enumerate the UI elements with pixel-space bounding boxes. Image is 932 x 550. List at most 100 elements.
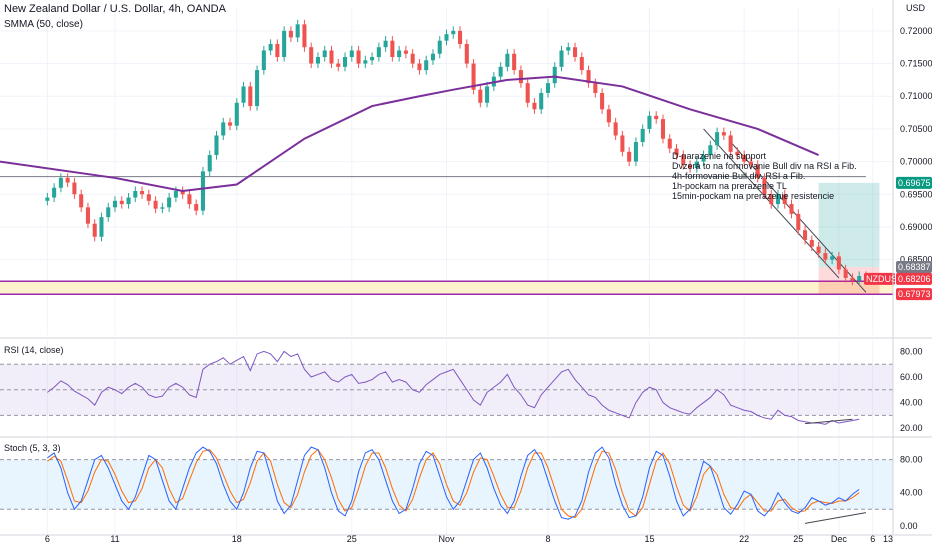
price-label-box [896, 176, 932, 189]
stoch-label: Stoch (5, 3, 3) [4, 443, 61, 453]
candle-body [200, 171, 205, 211]
candle-body [376, 47, 381, 58]
candle-body [850, 277, 855, 281]
trade-annotation: D-narazenie na support Dvzerá to na form… [672, 151, 857, 201]
price-label-text: 0.68387 [898, 262, 931, 272]
price-pane[interactable] [0, 8, 893, 535]
candle-body [518, 70, 523, 84]
candle-body [363, 60, 368, 64]
stoch-d-line [47, 448, 860, 519]
candle-body [512, 53, 517, 71]
price-tick-label: 0.69000 [900, 222, 932, 232]
candle-body [79, 194, 84, 208]
candle-body [735, 151, 740, 156]
price-tick-label: 0.70000 [900, 157, 932, 167]
candle-body [241, 86, 246, 103]
candle-body [667, 138, 672, 149]
time-tick-label: 25 [793, 534, 803, 544]
pane-dividers [0, 0, 932, 536]
time-tick-label: 6 [870, 534, 875, 544]
candle-body [688, 164, 693, 169]
candle-body [721, 132, 726, 136]
candle-body [126, 197, 131, 205]
candle-body [836, 256, 841, 270]
candle-body [566, 47, 571, 51]
price-label-text: 0.67973 [898, 289, 931, 299]
rsi-divergence-line [805, 418, 853, 425]
price-axis: 0.72000 0.71500 0.71000 0.70500 0.70000 0.695… [864, 26, 932, 531]
candle-body [559, 50, 564, 67]
price-label-text: 0.69675 [898, 178, 931, 188]
candle-body [830, 256, 835, 260]
time-tick-label: 22 [739, 534, 749, 544]
candle-body [437, 40, 442, 54]
candle-body [173, 191, 178, 198]
candle-body [282, 30, 287, 58]
candle-body [660, 119, 666, 139]
candle-body [782, 194, 787, 205]
stoch-k-line [47, 446, 860, 520]
candle-body [214, 135, 219, 156]
candle-body [383, 40, 388, 48]
candle-body [424, 60, 429, 71]
candle-body [234, 102, 239, 126]
price-tick-label: 0.71500 [900, 59, 932, 69]
candle-body [647, 115, 652, 129]
candle-body [329, 50, 334, 64]
candle-body [545, 83, 551, 93]
time-tick-label: 8 [545, 534, 550, 544]
rsi-pane[interactable]: RSI (14, close) [0, 345, 893, 425]
candle-body [525, 83, 530, 103]
candle-body [593, 83, 598, 93]
candle-body [397, 50, 402, 58]
candle-body [681, 155, 686, 165]
stoch-pane[interactable]: Stoch (5, 3, 3) [0, 443, 893, 524]
rsi-tick-label: 40.00 [900, 398, 923, 408]
candle-body [613, 122, 618, 136]
candle-body [221, 122, 226, 136]
candle-body [342, 57, 348, 67]
candle-body [478, 89, 483, 103]
price-label-text: 0.68206 [898, 274, 931, 284]
candle-body [336, 63, 341, 67]
candle-body [796, 213, 801, 231]
candle-body [315, 57, 320, 64]
chart-title: New Zealand Dollar / U.S. Dollar, 4h, OA… [4, 3, 226, 15]
annotation-line: 15min-pockam na prerazenie resistencie [672, 191, 835, 201]
candle-body [674, 148, 679, 156]
stoch-tick-label: 40.00 [900, 488, 923, 498]
candle-body [194, 204, 199, 211]
rsi-tick-label: 20.00 [900, 423, 923, 433]
candle-body [755, 164, 760, 178]
candle-body [451, 30, 456, 35]
candle-body [302, 24, 307, 48]
annotation-line: D-narazenie na support [672, 151, 767, 161]
time-tick-label: 11 [110, 534, 119, 544]
candle-body [708, 145, 713, 156]
annotation-line: 1h-pockam na prerazenie TL [672, 181, 787, 191]
candle-body [471, 63, 476, 90]
price-tick-label: 0.69500 [900, 189, 932, 199]
candle-body [417, 63, 422, 71]
symbol-price-tag [864, 272, 895, 285]
candle-body [809, 240, 814, 247]
candle-body [430, 53, 435, 61]
candle-body [694, 161, 699, 169]
candle-body [586, 70, 591, 84]
stoch-trend-line [804, 512, 867, 524]
candle-body [309, 47, 314, 64]
candle-body [72, 182, 77, 195]
candle-body [58, 177, 63, 188]
stoch-tick-label: 0.00 [900, 521, 918, 531]
price-tick-label: 0.70500 [900, 124, 932, 134]
candle-body [403, 50, 408, 54]
rsi-tick-label: 60.00 [900, 372, 923, 382]
price-label-box [896, 261, 932, 274]
time-tick-label: Dec [831, 534, 848, 544]
candle-body [85, 207, 90, 224]
candle-body [119, 200, 124, 205]
candle-body [498, 66, 503, 77]
time-tick-label: 25 [347, 534, 357, 544]
smma-line [0, 75, 819, 193]
